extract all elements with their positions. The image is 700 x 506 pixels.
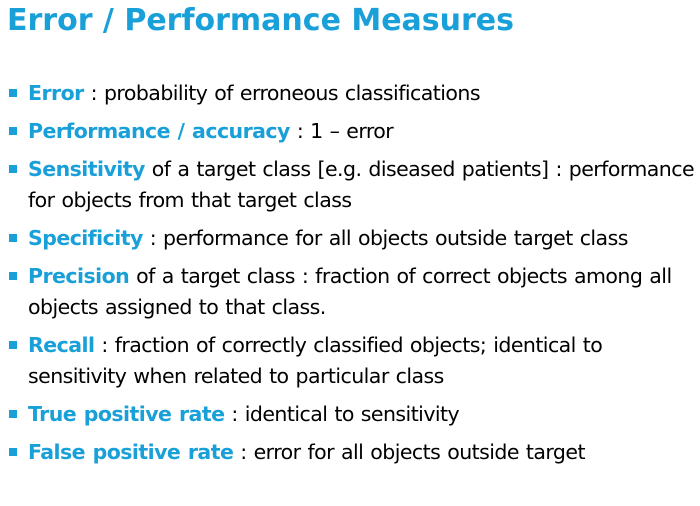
bullet-recall: Recall : fraction of correctly classifie…	[0, 330, 700, 392]
bullet-term: Specificity	[28, 226, 143, 250]
bullet-error: Error : probability of erroneous classif…	[0, 78, 700, 109]
bullet-precision: Precision of a target class : fraction o…	[0, 261, 700, 323]
bullet-text: : probability of erroneous classificatio…	[83, 81, 481, 105]
bullet-term: True positive rate	[28, 402, 225, 426]
bullet-performance: Performance / accuracy : 1 – error	[0, 116, 700, 147]
bullet-term: Recall	[28, 333, 95, 357]
square-bullet-icon	[9, 410, 17, 418]
bullet-term: Sensitivity	[28, 157, 145, 181]
square-bullet-icon	[9, 165, 17, 173]
bullet-term: Error	[28, 81, 84, 105]
bullet-text: : fraction of correctly classified objec…	[28, 333, 603, 388]
bullet-text: : performance for all objects outside ta…	[142, 226, 629, 250]
slide-title: Error / Performance Measures	[7, 3, 515, 38]
bullet-term: False positive rate	[28, 440, 234, 464]
square-bullet-icon	[9, 448, 17, 456]
bullet-specificity: Specificity : performance for all object…	[0, 223, 700, 254]
square-bullet-icon	[9, 272, 17, 280]
bullet-term: Precision	[28, 264, 130, 288]
bullet-term: Performance / accuracy	[28, 119, 290, 143]
square-bullet-icon	[9, 89, 17, 97]
bullet-false-positive-rate: False positive rate : error for all obje…	[0, 437, 700, 468]
bullet-text: : error for all objects outside target	[233, 440, 585, 464]
square-bullet-icon	[9, 127, 17, 135]
bullet-text: of a target class : fraction of correct …	[28, 264, 672, 319]
bullet-text: of a target class [e.g. diseased patient…	[28, 157, 695, 212]
bullet-text: : 1 – error	[289, 119, 394, 143]
square-bullet-icon	[9, 341, 17, 349]
bullet-text: : identical to sensitivity	[224, 402, 460, 426]
bullet-list: Error : probability of erroneous classif…	[0, 78, 700, 475]
square-bullet-icon	[9, 234, 17, 242]
bullet-sensitivity: Sensitivity of a target class [e.g. dise…	[0, 154, 700, 216]
bullet-true-positive-rate: True positive rate : identical to sensit…	[0, 399, 700, 430]
